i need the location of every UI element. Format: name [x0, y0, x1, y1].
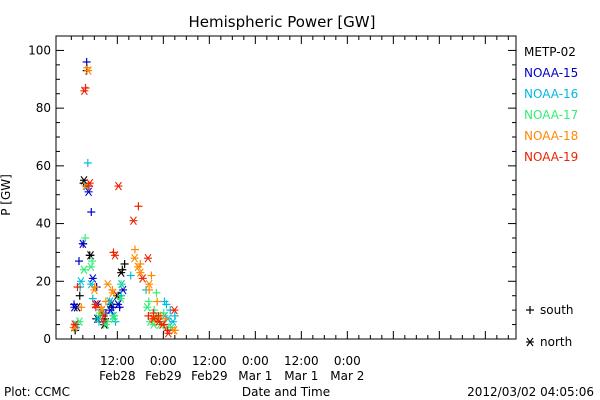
- data-point-north: [70, 320, 79, 329]
- data-point-south: [161, 314, 170, 323]
- plot-frame: [55, 35, 517, 340]
- y-tick-label: 20: [36, 274, 51, 288]
- data-point-north: [84, 66, 93, 75]
- y-axis-label: P [GW]: [0, 174, 13, 216]
- x-axis-label: Date and Time: [242, 385, 330, 399]
- data-point-south: [101, 297, 110, 306]
- marker-legend: south north: [526, 303, 574, 349]
- x-tick-date-label: Mar 1: [284, 369, 318, 383]
- x-tick-date-label: Mar 2: [330, 369, 364, 383]
- y-tick-label: 60: [36, 159, 51, 173]
- data-point-north: [134, 262, 143, 272]
- plot-timestamp: 2012/03/02 04:05:06: [467, 385, 594, 399]
- data-point-south: [87, 208, 96, 217]
- x-tick-time-label: 0:00: [242, 354, 269, 368]
- data-point-north: [85, 178, 94, 188]
- y-tick-label: 0: [43, 332, 51, 346]
- data-point-south: [99, 317, 108, 326]
- data-point-north: [130, 253, 139, 263]
- data-point-south: [120, 259, 129, 268]
- data-point-north: [109, 314, 118, 324]
- data-point-north: [106, 305, 115, 315]
- data-point-north: [90, 285, 99, 295]
- data-point-north: [144, 253, 152, 263]
- data-point-south: [73, 283, 82, 292]
- data-point-north: [80, 86, 89, 96]
- x-tick-time-label: 12:00: [100, 354, 135, 368]
- data-point-south: [77, 303, 86, 312]
- x-tick-time-label: 0:00: [150, 354, 177, 368]
- data-point-north: [164, 328, 173, 338]
- data-point-north: [170, 305, 179, 315]
- data-point-north: [103, 279, 112, 289]
- data-point-north: [111, 250, 120, 260]
- data-point-south: [117, 280, 126, 289]
- data-points: [69, 57, 179, 338]
- data-point-north: [76, 276, 85, 286]
- data-point-north: [168, 317, 177, 327]
- data-point-south: [75, 257, 83, 266]
- data-point-south: [145, 285, 154, 294]
- data-point-south: [83, 158, 92, 167]
- data-point-north: [79, 265, 88, 275]
- data-point-north: [86, 250, 95, 260]
- data-point-north: [116, 294, 125, 303]
- data-point-south: [126, 271, 135, 280]
- data-point-north: [84, 187, 93, 197]
- data-point-north: [138, 274, 147, 283]
- x-tick-time-label: 12:00: [284, 354, 319, 368]
- x-tick-date-label: Feb28: [99, 369, 136, 383]
- data-point-north: [86, 262, 95, 272]
- data-point-south: [130, 245, 139, 254]
- data-point-north: [108, 288, 117, 298]
- legend-entry: NOAA-18: [524, 129, 578, 143]
- data-point-north: [88, 274, 97, 283]
- data-point-south: [147, 271, 156, 280]
- marker-legend-label: north: [540, 335, 572, 349]
- data-point-north: [99, 311, 108, 321]
- data-point-south: [82, 57, 91, 66]
- data-point-north: [145, 279, 154, 289]
- data-point-south: [134, 202, 143, 211]
- data-point-north: [114, 181, 123, 191]
- y-tick-label: 100: [28, 43, 51, 57]
- data-point-north: [91, 300, 100, 309]
- data-point-north: [70, 302, 79, 312]
- x-tick-date-label: Feb29: [145, 369, 182, 383]
- data-point-north: [119, 285, 128, 295]
- legend: METP-02 NOAA-15 NOAA-16 NOAA-17 NOAA-18 NOAA-…: [524, 45, 578, 164]
- marker-legend-label: south: [540, 303, 574, 317]
- legend-entry: NOAA-17: [524, 108, 578, 122]
- data-point-south: [152, 288, 161, 297]
- data-point-south: [162, 300, 171, 309]
- legend-entry: NOAA-16: [524, 87, 578, 101]
- y-axis: 0 20 40 60 80 100: [28, 35, 516, 346]
- data-point-north: [143, 302, 152, 312]
- x-tick-date-label: Feb29: [191, 369, 228, 383]
- north-marker-swatch: [526, 337, 534, 347]
- data-point-south: [88, 257, 97, 266]
- data-point-north: [158, 320, 167, 329]
- data-point-north: [136, 268, 145, 277]
- y-tick-label: 80: [36, 101, 51, 115]
- x-tick-time-label: 0:00: [334, 354, 361, 368]
- x-tick-date-label: Mar 1: [238, 369, 272, 383]
- legend-entry: NOAA-15: [524, 66, 578, 80]
- data-point-south: [144, 297, 153, 306]
- chart-title: Hemispheric Power [GW]: [189, 13, 376, 31]
- y-tick-label: 40: [36, 217, 51, 231]
- data-point-north: [114, 300, 123, 309]
- x-tick-time-label: 12:00: [192, 354, 227, 368]
- data-point-north: [129, 216, 138, 226]
- legend-entry: NOAA-19: [524, 150, 578, 164]
- data-point-north: [117, 268, 126, 277]
- data-point-south: [75, 291, 84, 300]
- legend-entry: METP-02: [524, 45, 576, 59]
- plot-credit: Plot: CCMC: [4, 385, 70, 399]
- data-point-south: [81, 234, 90, 242]
- data-point-south: [153, 297, 162, 306]
- data-point-south: [149, 309, 158, 318]
